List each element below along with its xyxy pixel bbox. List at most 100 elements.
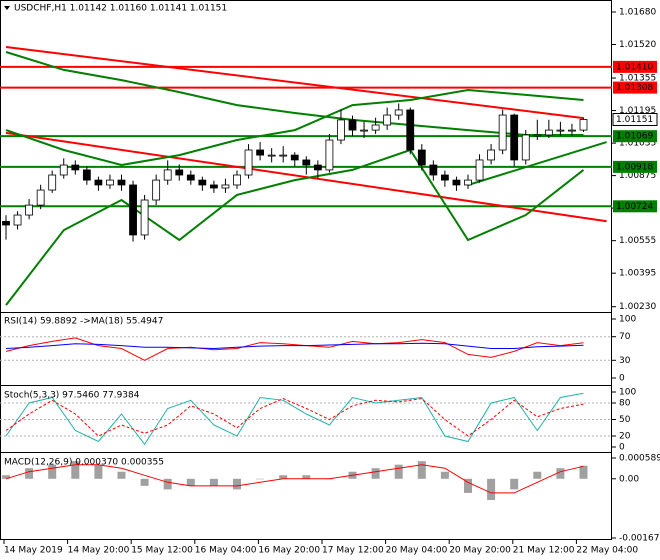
candle-body: [267, 154, 276, 157]
y-tick-label: 1.01355: [619, 74, 656, 84]
y-tick-label: 50: [619, 415, 631, 425]
x-tick-label: 16 May 20:00: [258, 546, 320, 556]
x-tick-label: 14 May 2019: [4, 546, 63, 556]
candle-body: [521, 134, 530, 161]
candle-body: [117, 179, 126, 186]
y-tick-label: 0.00: [619, 474, 639, 484]
candle-body: [221, 184, 230, 189]
panel-title: RSI(14) 59.8892 ->MA(18) 55.4947: [4, 317, 163, 327]
candle-body: [175, 169, 184, 176]
histogram-bar: [71, 461, 80, 479]
indicator-line: [5, 392, 584, 446]
candle-body: [302, 159, 311, 166]
plot-frame: [0, 0, 612, 540]
y-tick-label: 0: [619, 443, 625, 453]
histogram-bar: [440, 471, 449, 479]
trend-line: [5, 46, 584, 120]
candle-body: [129, 184, 137, 236]
candle-body: [48, 174, 57, 191]
level-label-box: [613, 160, 657, 173]
candle-body: [163, 169, 172, 181]
candle-body: [371, 124, 380, 131]
candle-body: [406, 109, 415, 151]
histogram-bar: [233, 478, 241, 490]
histogram-bar: [533, 471, 542, 479]
candle-body: [313, 164, 322, 171]
candle-body: [106, 179, 114, 186]
candle-body: [417, 149, 426, 166]
candle-body: [152, 179, 161, 201]
candle-body: [140, 199, 149, 236]
y-tick-label: 30: [619, 356, 631, 366]
x-tick-label: 14 May 20:00: [68, 546, 130, 556]
x-tick-label: 17 May 12:00: [322, 546, 384, 556]
level-label: 1.01308: [616, 83, 653, 93]
candle-body: [452, 179, 461, 186]
candle-body: [2, 220, 10, 226]
y-tick-label: 80: [619, 399, 631, 409]
histogram-bar: [163, 478, 172, 490]
candle-body: [487, 149, 496, 161]
panel-title: Stoch(5,3,3) 97.5460 77.9384: [4, 391, 140, 401]
histogram-bar: [186, 478, 195, 486]
candle-body: [383, 114, 392, 126]
candle-body: [36, 189, 45, 206]
histogram-bar: [48, 464, 57, 479]
histogram-bar: [25, 468, 34, 479]
candle-body: [25, 204, 34, 216]
indicator-line: [5, 51, 584, 136]
candle-body: [198, 179, 207, 186]
level-label-box: [613, 130, 657, 143]
y-tick-label: 1.00230: [619, 302, 656, 312]
candle-body: [475, 159, 484, 181]
candle-body: [71, 164, 80, 171]
level-label: 1.00724: [616, 202, 653, 212]
histogram-bar: [117, 471, 126, 479]
trend-line: [467, 141, 607, 186]
x-tick-label: 21 May 12:00: [513, 546, 575, 556]
panel-title: MACD(12,26,9) 0.000370 0.000355: [4, 458, 164, 468]
candle-body: [244, 149, 253, 176]
histogram-bar: [256, 478, 265, 480]
candle-body: [186, 174, 195, 181]
candle-body: [544, 129, 553, 136]
candle-body: [256, 149, 265, 156]
histogram-bar: [579, 465, 588, 479]
x-tick-label: 15 May 12:00: [131, 546, 193, 556]
histogram-bar: [556, 468, 565, 479]
candle-body: [94, 179, 103, 186]
candle-body: [59, 164, 68, 176]
candle-body: [556, 129, 565, 132]
histogram-bar: [279, 475, 288, 479]
y-tick-label: 1.00555: [619, 236, 656, 246]
candle-body: [209, 184, 218, 189]
candle-body: [579, 119, 588, 131]
y-tick-label: 1.01035: [619, 139, 656, 149]
candle-body: [510, 114, 519, 161]
y-tick-label: 1.01680: [619, 7, 656, 17]
candle-body: [337, 119, 345, 141]
histogram-bar: [302, 475, 311, 479]
candle-body: [533, 134, 542, 137]
candle-body: [13, 214, 22, 226]
menu-icon: [4, 6, 10, 10]
y-tick-label: 1.01520: [619, 40, 656, 50]
x-tick-label: 16 May 04:00: [195, 546, 257, 556]
histogram-bar: [371, 468, 380, 479]
y-tick-label: 70: [619, 332, 631, 342]
level-label-box: [613, 60, 657, 73]
candle-body: [440, 174, 449, 181]
y-tick-label: 100: [619, 388, 636, 398]
level-label-box: [613, 81, 657, 94]
level-label: 1.00918: [616, 162, 653, 172]
y-tick-label: 100: [619, 315, 636, 325]
histogram-bar: [487, 478, 496, 500]
y-tick-label: 0.000589: [619, 454, 660, 464]
histogram-bar: [510, 478, 519, 490]
candle-body: [233, 174, 241, 186]
histogram-bar: [417, 461, 426, 479]
x-tick-label: 20 May 04:00: [386, 546, 448, 556]
y-tick-label: 1.01195: [619, 106, 656, 116]
histogram-bar: [209, 478, 218, 486]
